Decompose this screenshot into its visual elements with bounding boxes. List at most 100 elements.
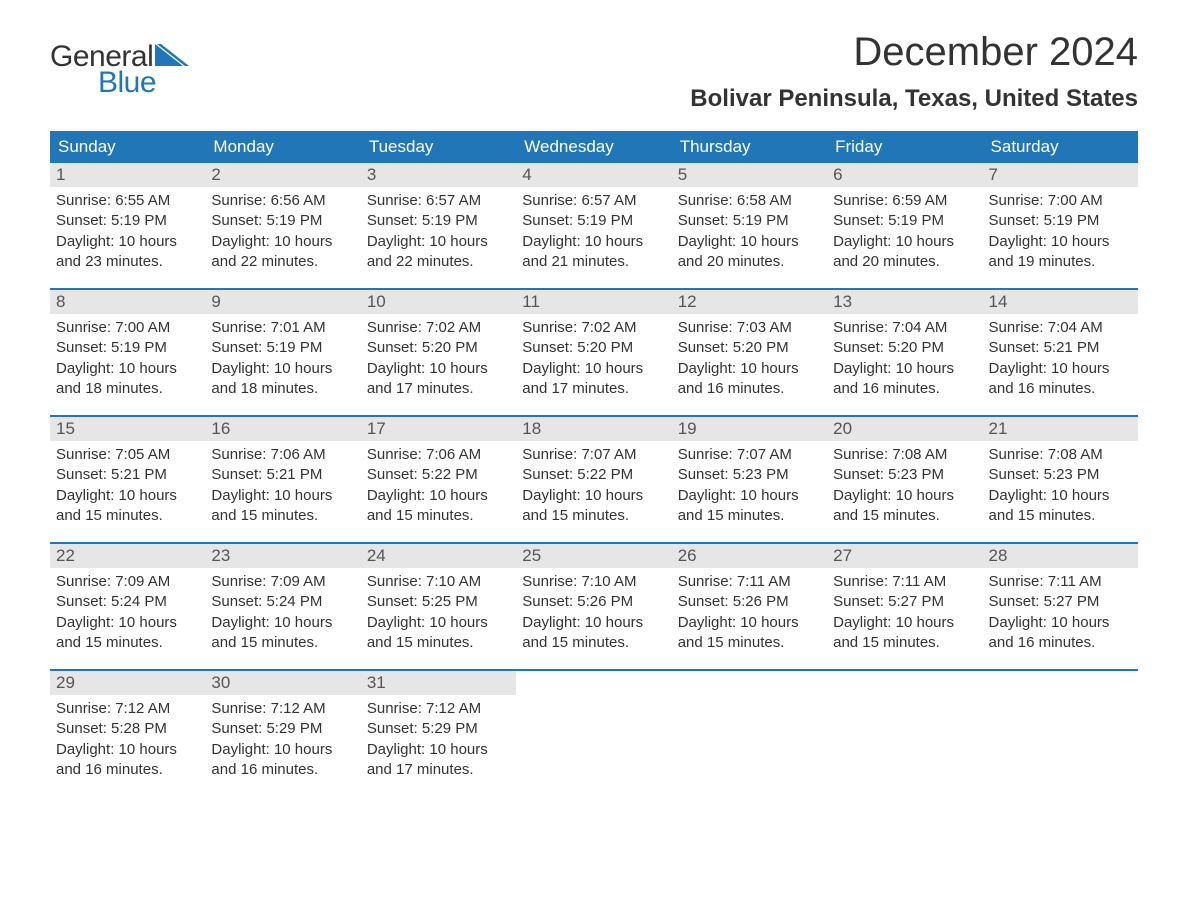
day-sunrise: Sunrise: 7:02 AM — [367, 318, 510, 338]
day-sunrise: Sunrise: 6:59 AM — [833, 191, 976, 211]
day-sunset: Sunset: 5:19 PM — [367, 211, 510, 231]
day-content: Sunrise: 7:03 AMSunset: 5:20 PMDaylight:… — [672, 314, 827, 405]
day-d2: and 15 minutes. — [522, 506, 665, 526]
day-sunrise: Sunrise: 6:58 AM — [678, 191, 821, 211]
day-d2: and 16 minutes. — [56, 760, 199, 780]
calendar-day: 31Sunrise: 7:12 AMSunset: 5:29 PMDayligh… — [361, 671, 516, 786]
day-sunset: Sunset: 5:25 PM — [367, 592, 510, 612]
day-number: 20 — [827, 417, 982, 441]
day-sunrise: Sunrise: 7:00 AM — [56, 318, 199, 338]
logo: General Blue — [50, 40, 189, 100]
calendar-day: 4Sunrise: 6:57 AMSunset: 5:19 PMDaylight… — [516, 163, 671, 278]
day-content: Sunrise: 7:04 AMSunset: 5:21 PMDaylight:… — [983, 314, 1138, 405]
day-sunset: Sunset: 5:21 PM — [211, 465, 354, 485]
day-d2: and 22 minutes. — [211, 252, 354, 272]
day-d1: Daylight: 10 hours — [211, 740, 354, 760]
day-sunset: Sunset: 5:20 PM — [678, 338, 821, 358]
calendar-day — [827, 671, 982, 786]
day-d2: and 15 minutes. — [211, 633, 354, 653]
weekday-thu: Thursday — [672, 131, 827, 163]
day-d2: and 15 minutes. — [367, 506, 510, 526]
day-sunset: Sunset: 5:19 PM — [989, 211, 1132, 231]
day-sunset: Sunset: 5:19 PM — [522, 211, 665, 231]
day-sunrise: Sunrise: 7:04 AM — [989, 318, 1132, 338]
day-d1: Daylight: 10 hours — [989, 359, 1132, 379]
day-content: Sunrise: 7:04 AMSunset: 5:20 PMDaylight:… — [827, 314, 982, 405]
calendar-day: 6Sunrise: 6:59 AMSunset: 5:19 PMDaylight… — [827, 163, 982, 278]
day-number: 22 — [50, 544, 205, 568]
day-d2: and 16 minutes. — [989, 633, 1132, 653]
calendar-day: 28Sunrise: 7:11 AMSunset: 5:27 PMDayligh… — [983, 544, 1138, 659]
day-d2: and 15 minutes. — [678, 506, 821, 526]
day-sunset: Sunset: 5:28 PM — [56, 719, 199, 739]
day-sunset: Sunset: 5:19 PM — [678, 211, 821, 231]
day-d1: Daylight: 10 hours — [56, 740, 199, 760]
calendar-day: 29Sunrise: 7:12 AMSunset: 5:28 PMDayligh… — [50, 671, 205, 786]
day-d2: and 19 minutes. — [989, 252, 1132, 272]
day-number: 17 — [361, 417, 516, 441]
day-d2: and 15 minutes. — [833, 506, 976, 526]
day-d2: and 16 minutes. — [678, 379, 821, 399]
weekday-sun: Sunday — [50, 131, 205, 163]
day-d2: and 18 minutes. — [56, 379, 199, 399]
day-d2: and 17 minutes. — [367, 379, 510, 399]
day-sunrise: Sunrise: 7:08 AM — [989, 445, 1132, 465]
day-d1: Daylight: 10 hours — [367, 486, 510, 506]
day-number: 5 — [672, 163, 827, 187]
location: Bolivar Peninsula, Texas, United States — [690, 85, 1138, 113]
day-sunrise: Sunrise: 7:11 AM — [833, 572, 976, 592]
day-content: Sunrise: 6:57 AMSunset: 5:19 PMDaylight:… — [516, 187, 671, 278]
calendar-day: 23Sunrise: 7:09 AMSunset: 5:24 PMDayligh… — [205, 544, 360, 659]
day-number: 28 — [983, 544, 1138, 568]
calendar-day: 25Sunrise: 7:10 AMSunset: 5:26 PMDayligh… — [516, 544, 671, 659]
day-content: Sunrise: 7:12 AMSunset: 5:28 PMDaylight:… — [50, 695, 205, 786]
day-d1: Daylight: 10 hours — [367, 613, 510, 633]
day-sunrise: Sunrise: 6:57 AM — [367, 191, 510, 211]
calendar-week: 22Sunrise: 7:09 AMSunset: 5:24 PMDayligh… — [50, 542, 1138, 659]
calendar-day: 15Sunrise: 7:05 AMSunset: 5:21 PMDayligh… — [50, 417, 205, 532]
day-d2: and 16 minutes. — [211, 760, 354, 780]
day-d1: Daylight: 10 hours — [833, 613, 976, 633]
day-d1: Daylight: 10 hours — [367, 359, 510, 379]
calendar-day: 1Sunrise: 6:55 AMSunset: 5:19 PMDaylight… — [50, 163, 205, 278]
day-content: Sunrise: 7:09 AMSunset: 5:24 PMDaylight:… — [50, 568, 205, 659]
day-number: 7 — [983, 163, 1138, 187]
day-content: Sunrise: 6:58 AMSunset: 5:19 PMDaylight:… — [672, 187, 827, 278]
day-content: Sunrise: 6:59 AMSunset: 5:19 PMDaylight:… — [827, 187, 982, 278]
calendar-day: 5Sunrise: 6:58 AMSunset: 5:19 PMDaylight… — [672, 163, 827, 278]
day-d1: Daylight: 10 hours — [211, 232, 354, 252]
day-content: Sunrise: 7:07 AMSunset: 5:23 PMDaylight:… — [672, 441, 827, 532]
calendar-day: 22Sunrise: 7:09 AMSunset: 5:24 PMDayligh… — [50, 544, 205, 659]
day-d1: Daylight: 10 hours — [522, 486, 665, 506]
day-sunrise: Sunrise: 7:05 AM — [56, 445, 199, 465]
calendar-day — [983, 671, 1138, 786]
day-content: Sunrise: 7:10 AMSunset: 5:25 PMDaylight:… — [361, 568, 516, 659]
day-d2: and 15 minutes. — [522, 633, 665, 653]
day-sunrise: Sunrise: 6:57 AM — [522, 191, 665, 211]
day-content: Sunrise: 7:06 AMSunset: 5:22 PMDaylight:… — [361, 441, 516, 532]
day-d1: Daylight: 10 hours — [522, 359, 665, 379]
day-sunset: Sunset: 5:19 PM — [56, 338, 199, 358]
day-number: 12 — [672, 290, 827, 314]
weekday-tue: Tuesday — [361, 131, 516, 163]
calendar-day: 30Sunrise: 7:12 AMSunset: 5:29 PMDayligh… — [205, 671, 360, 786]
day-number: 11 — [516, 290, 671, 314]
day-d2: and 15 minutes. — [678, 633, 821, 653]
day-sunrise: Sunrise: 7:12 AM — [56, 699, 199, 719]
calendar-day: 2Sunrise: 6:56 AMSunset: 5:19 PMDaylight… — [205, 163, 360, 278]
month-title: December 2024 — [690, 30, 1138, 75]
day-d2: and 17 minutes. — [367, 760, 510, 780]
day-d1: Daylight: 10 hours — [522, 232, 665, 252]
day-d1: Daylight: 10 hours — [211, 613, 354, 633]
day-d2: and 20 minutes. — [678, 252, 821, 272]
calendar-day: 9Sunrise: 7:01 AMSunset: 5:19 PMDaylight… — [205, 290, 360, 405]
day-content: Sunrise: 6:55 AMSunset: 5:19 PMDaylight:… — [50, 187, 205, 278]
day-sunrise: Sunrise: 6:55 AM — [56, 191, 199, 211]
day-d2: and 17 minutes. — [522, 379, 665, 399]
calendar-day: 26Sunrise: 7:11 AMSunset: 5:26 PMDayligh… — [672, 544, 827, 659]
day-number: 3 — [361, 163, 516, 187]
calendar-day: 21Sunrise: 7:08 AMSunset: 5:23 PMDayligh… — [983, 417, 1138, 532]
day-content: Sunrise: 7:02 AMSunset: 5:20 PMDaylight:… — [361, 314, 516, 405]
day-sunset: Sunset: 5:23 PM — [989, 465, 1132, 485]
header: General Blue December 2024 Bolivar Penin… — [50, 30, 1138, 113]
